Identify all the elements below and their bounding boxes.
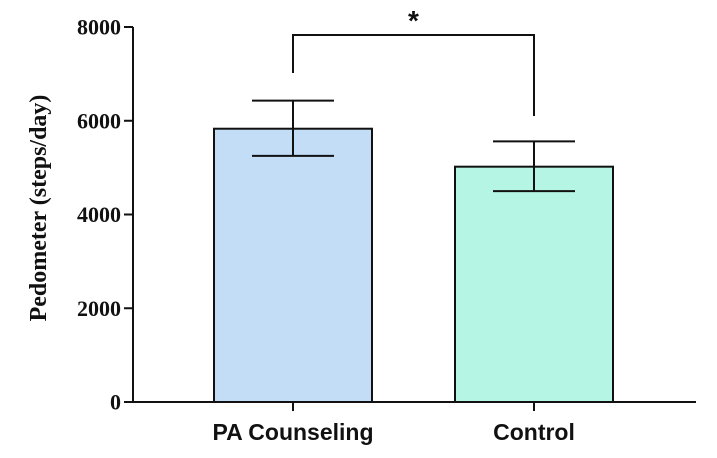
significance-bracket — [292, 34, 535, 116]
bars-layer — [213, 99, 614, 403]
x-category-label: Control — [493, 419, 575, 445]
annotation-layer: * — [292, 5, 535, 116]
bar — [213, 127, 373, 403]
y-axis-title: Pedometer (steps/day) — [26, 95, 52, 322]
y-tick-label: 6000 — [77, 108, 121, 133]
bar — [454, 165, 614, 403]
axes-layer: 0 2000 4000 6000 8000 PA Counseling Control — [77, 15, 696, 445]
y-tick-label: 4000 — [77, 202, 121, 227]
x-category-label: PA Counseling — [213, 419, 374, 445]
significance-marker: * — [408, 5, 419, 36]
y-tick-label: 8000 — [77, 15, 121, 40]
y-tick-label: 0 — [110, 390, 121, 415]
y-tick-label: 2000 — [77, 296, 121, 321]
